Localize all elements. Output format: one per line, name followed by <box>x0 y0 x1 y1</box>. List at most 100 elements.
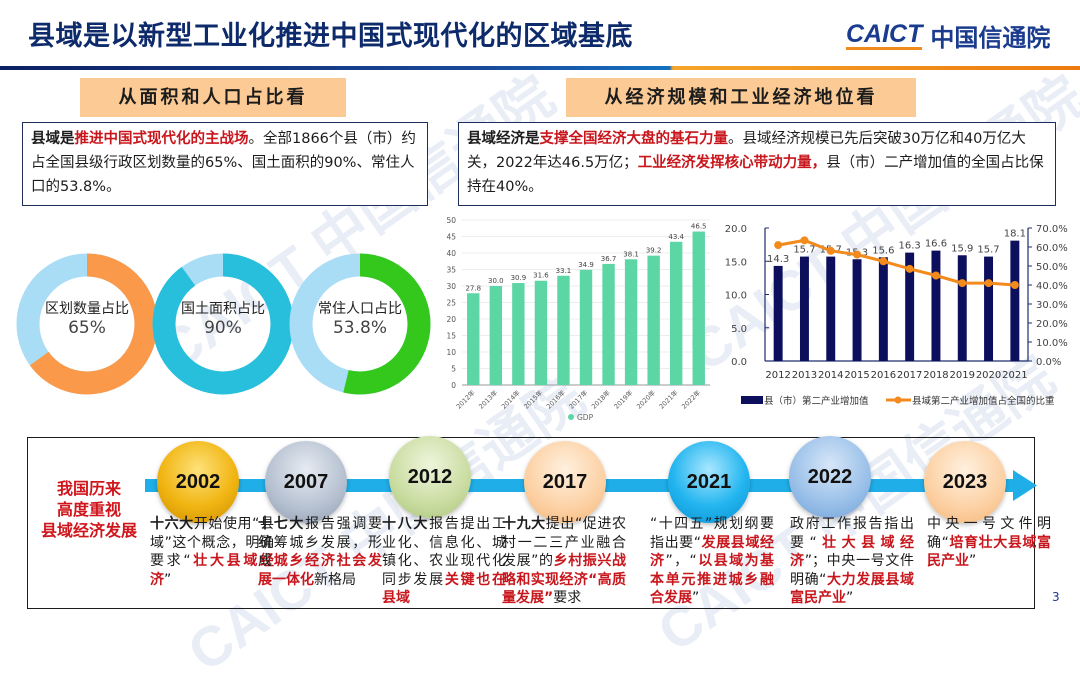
text-segment: 十九大 <box>502 516 546 532</box>
text-segment: 开始使用“县域”这个概念，明确要求“ <box>150 516 274 569</box>
gdp-bar <box>602 263 615 385</box>
section-heading-area-population: 从面积和人口占比看 <box>80 78 346 117</box>
gdp-bar <box>557 275 570 385</box>
donut-charts <box>16 253 431 395</box>
text-segment: 提出“促进农村一二三产业融合发展”的 <box>502 516 626 569</box>
industry-bar <box>852 259 862 361</box>
x-tick-label: 2016年 <box>544 388 567 411</box>
gdp-bar <box>534 280 548 385</box>
donut-1 <box>16 253 158 395</box>
highlight-text: 以县域为基本单元推进城乡融合发展 <box>650 553 775 606</box>
legend-line-dot <box>894 396 902 404</box>
logo-en: CAICT <box>846 20 923 50</box>
x-tick-label: 2018年 <box>589 388 612 411</box>
bar-value-label: 39.2 <box>646 247 662 255</box>
legend-bar-label: 县（市）第二产业增加值 <box>764 395 869 407</box>
bar-value-label: 15.9 <box>951 243 973 254</box>
bar-value-label: 33.1 <box>556 267 572 275</box>
legend-line-label: 县域第二产业增加值占全国的比重 <box>912 395 1055 407</box>
timeline-panel <box>27 437 1035 609</box>
donut-3 <box>289 253 431 395</box>
y-right-tick-label: 10.0% <box>1036 338 1068 349</box>
text-segment: 十七大 <box>258 516 306 532</box>
share-point <box>879 257 888 266</box>
industry-bar <box>1010 240 1020 361</box>
caict-logo: CAICT 中国信通院 <box>846 18 1050 53</box>
highlight-text: 关键也在县域 <box>382 571 507 607</box>
legend-marker <box>568 414 574 420</box>
share-line <box>777 238 1015 287</box>
highlight-text: 大力发展县域富民产业 <box>790 571 914 607</box>
industry-bar <box>984 256 994 361</box>
x-tick-label: 2015年 <box>522 388 545 411</box>
milestone-text-2017: 十九大提出“促进农村一二三产业融合发展”的乡村振兴战略和实现经济“高质量发展”要… <box>502 515 626 608</box>
text-segment: 要求 <box>553 590 582 606</box>
x-tick-label: 2021年 <box>657 388 680 411</box>
y-right-tick-label: 0.0% <box>1036 357 1061 368</box>
timeline-title-line: 高度重视 <box>56 500 121 519</box>
gdp-bar-chart: 0 5 10 15 20 25 30 35 40 45 50 27.8 2012年 30.0 2013年 30… <box>446 216 710 422</box>
page-number: 3 <box>1052 590 1060 604</box>
bar-value-label: 27.8 <box>465 284 481 292</box>
share-point <box>958 279 967 288</box>
y-left-tick-label: 20.0 <box>725 224 747 235</box>
bar-value-label: 15.7 <box>793 245 815 256</box>
y-right-tick-label: 50.0% <box>1036 262 1068 273</box>
legend-bar-marker <box>741 396 763 404</box>
x-tick-label: 2012年 <box>454 388 477 411</box>
donut-value: 53.8% <box>332 318 387 338</box>
bar-value-label: 43.4 <box>668 233 684 241</box>
y-right-tick-label: 60.0% <box>1036 243 1068 254</box>
x-tick-label: 2016 <box>871 370 896 381</box>
milestone-2017: 2017 <box>524 441 606 523</box>
donut-segment <box>289 253 431 395</box>
x-tick-label: 2014年 <box>499 388 522 411</box>
text-segment: ”，“ <box>665 553 697 569</box>
bar-value-label: 18.1 <box>1004 229 1026 240</box>
gdp-bar <box>624 259 638 385</box>
text-segment: ” <box>164 571 172 588</box>
milestone-text-2012: 十八大报告提出工业化、信息化、城镇化、农业现代化同步发展关键也在县域 <box>382 515 506 608</box>
y-tick-label: 40 <box>446 249 456 258</box>
y-left-tick-label: 10.0 <box>725 291 747 302</box>
right-summary-text: 县域经济是支撑全国经济大盘的基石力量。县域经济规模已先后突破30万亿和40万亿大… <box>458 122 1056 206</box>
timeline-arrowhead-icon <box>1013 470 1037 501</box>
milestone-2002: 2002 <box>157 441 239 523</box>
industry-bar <box>773 265 783 361</box>
industry-bar <box>957 255 967 361</box>
y-tick-label: 5 <box>451 365 456 374</box>
share-point <box>984 279 993 288</box>
industry-bar <box>878 257 888 361</box>
y-right-tick-label: 70.0% <box>1036 224 1068 235</box>
text-segment: 县（市）二产增加值的全国占比保持在40%。 <box>467 155 1044 195</box>
bar-value-label: 38.1 <box>623 250 639 258</box>
y-tick-label: 15 <box>446 332 456 341</box>
y-right-tick-label: 40.0% <box>1036 281 1068 292</box>
x-tick-label: 2013 <box>792 370 817 381</box>
highlight-text: 培育壮大县域富民产业 <box>927 534 1052 570</box>
x-tick-label: 2020年 <box>634 388 657 411</box>
share-point <box>826 246 835 255</box>
text-segment: 十六大 <box>150 516 194 532</box>
text-segment: ” <box>692 590 700 606</box>
share-point <box>774 241 783 250</box>
bar-value-label: 14.3 <box>767 254 789 265</box>
y-left-tick-label: 5.0 <box>731 324 747 335</box>
y-left-tick-label: 15.0 <box>725 257 747 268</box>
header-divider <box>0 66 1080 70</box>
y-tick-label: 35 <box>446 266 456 275</box>
donut-label: 常住人口占比 <box>318 301 402 317</box>
milestone-2012: 2012 <box>389 436 471 518</box>
share-point <box>931 271 940 280</box>
section-heading-economy: 从经济规模和工业经济地位看 <box>566 78 916 117</box>
x-tick-label: 2020 <box>976 370 1001 381</box>
y-tick-label: 20 <box>446 315 456 324</box>
text-segment: 。全部1866个县（市）约占全国县级行政区划数量的65%、国土面积的90%、常住… <box>31 131 416 195</box>
y-tick-label: 50 <box>446 216 456 225</box>
text-segment: 十八大 <box>382 516 430 532</box>
legend-label: GDP <box>577 413 594 422</box>
donut-segment <box>16 253 158 395</box>
y-tick-label: 30 <box>446 282 456 291</box>
highlight-text: 发展县域经济 <box>650 534 774 570</box>
text-segment: 政府工作报告指出要“ <box>790 516 914 551</box>
